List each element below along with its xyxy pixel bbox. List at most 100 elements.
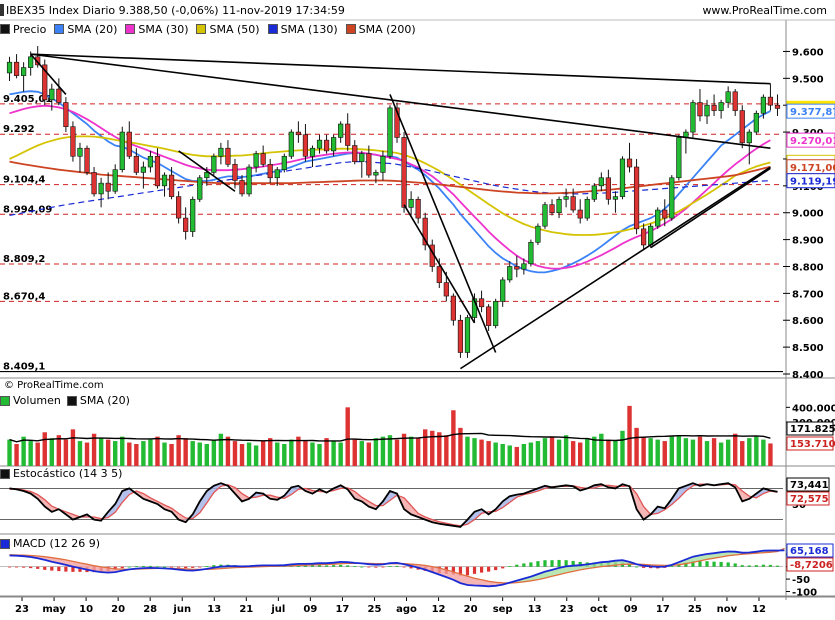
x-tick-label: 21 <box>239 604 253 615</box>
legend-item[interactable]: SMA (200) <box>345 23 416 36</box>
macd-histogram-bar <box>148 565 153 567</box>
x-tick-label: jul <box>270 604 285 615</box>
volume-bar <box>401 433 407 466</box>
candle-body <box>662 209 668 219</box>
volume-bar <box>21 436 26 466</box>
volume-bar <box>641 436 646 466</box>
volume-bar <box>669 436 674 466</box>
indicator-legend: Precio SMA (20) SMA (30) SMA (50) SMA (130) S… <box>0 22 424 36</box>
candle-body <box>535 225 541 243</box>
candle-body <box>584 198 590 219</box>
menu-handle-icon[interactable] <box>0 4 4 16</box>
volume-bar <box>655 439 660 466</box>
candle-body <box>6 61 13 74</box>
candle-body <box>521 263 527 270</box>
candle-body <box>549 204 555 214</box>
trendline-support-short <box>650 167 771 249</box>
candle-body <box>70 126 76 157</box>
macd-histogram-bar <box>522 563 526 567</box>
macd-histogram-bar <box>677 564 681 567</box>
stochastic-fill <box>242 493 250 502</box>
candle-body <box>281 155 287 171</box>
candle-body <box>387 107 393 157</box>
macd-histogram-bar <box>127 566 131 568</box>
volume-bar <box>542 438 548 466</box>
volume-bar <box>49 438 54 466</box>
volume-bar <box>444 435 449 466</box>
volume-bar <box>521 444 527 466</box>
candle-body <box>253 153 259 168</box>
volume-bar <box>211 439 217 466</box>
legend-label: SMA (130) <box>280 22 338 36</box>
macd-badge <box>786 543 834 558</box>
macd-histogram-bar <box>71 566 75 572</box>
candle-body <box>648 225 654 246</box>
candle-body <box>676 137 682 179</box>
volume-bar <box>500 444 505 466</box>
volume-swatch <box>0 395 10 406</box>
y-tick-label: 8.800 <box>792 262 824 273</box>
y-tick-label: 9.600 <box>792 47 824 58</box>
macd-histogram-bar <box>494 566 498 571</box>
macd-histogram-bar <box>120 566 124 569</box>
macd-fill <box>474 578 482 586</box>
legend-item[interactable]: SMA (20) <box>54 23 117 36</box>
candle-body <box>507 266 513 281</box>
volume-bar <box>725 439 731 466</box>
macd-tick-label: -50 <box>792 575 810 586</box>
volume-bar <box>98 438 104 466</box>
candle-body <box>774 104 781 109</box>
legend-item[interactable]: SMA (130) <box>267 22 338 36</box>
macd-tick-label: -100 <box>792 588 817 599</box>
macd-histogram-bar <box>642 566 646 568</box>
trendline-minor <box>178 150 236 192</box>
legend-item[interactable]: Precio <box>0 23 46 36</box>
vol-badge-label: 171.825 <box>790 424 835 435</box>
candle-body <box>133 155 139 173</box>
stochastic-badge-label: 72,575 <box>790 494 829 505</box>
volume-bar <box>662 441 667 466</box>
volume-bar <box>711 438 717 466</box>
stochastic-fill <box>636 493 644 520</box>
brand-url[interactable]: www.ProRealTime.com <box>702 4 827 17</box>
stochastic-fill <box>115 491 123 513</box>
macd-fill <box>467 576 475 586</box>
x-tick-label: 17 <box>335 604 349 615</box>
x-tick-label: 12 <box>432 604 446 615</box>
macd-histogram-bar <box>191 566 195 568</box>
macd-histogram-bar <box>529 562 533 567</box>
volume-bar <box>183 438 188 466</box>
macd-histogram-bar <box>36 566 40 569</box>
macd-histogram-bar <box>508 566 512 567</box>
candle-body <box>91 172 97 195</box>
macd-histogram-bar <box>367 566 371 568</box>
macd-badge-label: -8,7206 <box>790 560 833 571</box>
candle-body <box>42 64 48 101</box>
trendline-up-initial <box>30 53 67 95</box>
volume-bar <box>162 442 167 466</box>
candle-body <box>401 137 407 208</box>
candle-body <box>605 177 611 200</box>
volume-bar <box>289 439 294 466</box>
candle-body <box>641 228 647 246</box>
stochastic-label: Estocástico (14 3 5) <box>13 467 123 480</box>
candle-body <box>260 153 266 165</box>
legend-item[interactable]: SMA (50) <box>196 23 260 36</box>
volume-bar <box>690 439 696 466</box>
trendline-resistance-long <box>30 53 771 150</box>
macd-label: MACD (12 26 9) <box>13 537 101 550</box>
legend-item[interactable]: SMA (30) <box>125 23 188 36</box>
y-tick-label: 8.700 <box>792 289 824 300</box>
volume-bar <box>493 442 498 466</box>
x-tick-label: 12 <box>752 604 766 615</box>
macd-histogram-bar <box>360 566 364 568</box>
volume-bar <box>697 436 703 466</box>
volume-bar <box>63 439 69 466</box>
volume-bar <box>451 410 456 466</box>
volume-bar <box>310 442 315 466</box>
macd-histogram-bar <box>310 565 315 567</box>
y-tick-label: 9.500 <box>792 74 824 85</box>
volume-bar <box>592 436 597 466</box>
candle-body <box>168 174 175 197</box>
